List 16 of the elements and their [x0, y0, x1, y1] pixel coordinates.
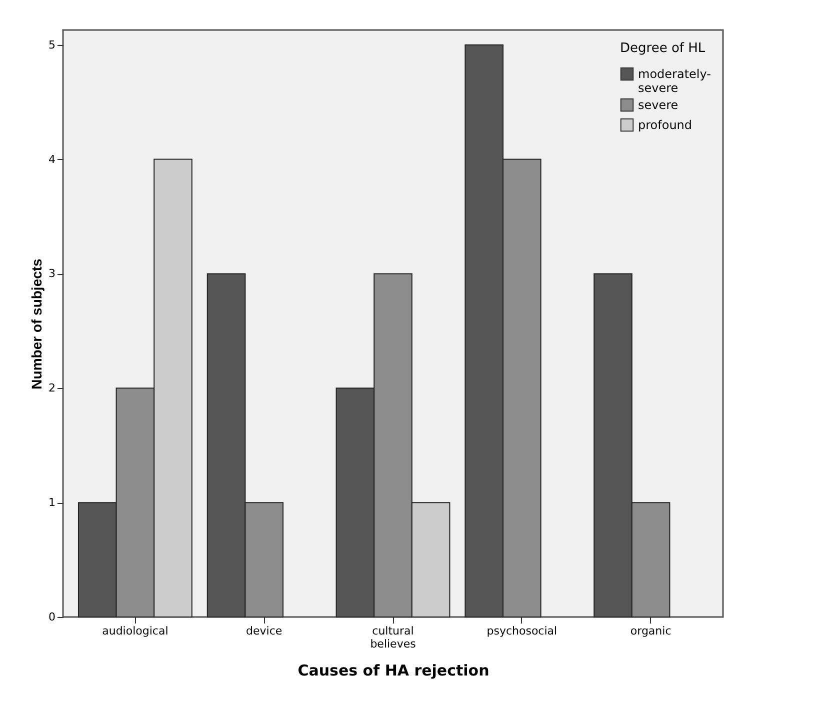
- x-tick-label: device: [246, 624, 282, 638]
- x-tick-label: cultural believes: [370, 624, 416, 650]
- legend-title: Degree of HL: [620, 41, 706, 56]
- y-tick-label: 3: [48, 267, 56, 280]
- y-tick-label: 0: [48, 610, 56, 624]
- y-tick-label: 4: [48, 152, 56, 166]
- x-axis-title: Causes of HA rejection: [298, 662, 490, 680]
- y-tick-label: 5: [48, 38, 56, 52]
- legend-label: severe: [638, 98, 678, 112]
- legend-label: profound: [638, 118, 692, 132]
- x-tick-label: organic: [630, 624, 672, 638]
- y-axis-title: Number of subjects: [28, 258, 44, 390]
- y-tick-label: 1: [48, 496, 56, 510]
- x-tick-label: audiological: [102, 624, 168, 638]
- y-tick-label: 2: [48, 382, 56, 395]
- x-tick-label: psychosocial: [486, 624, 558, 638]
